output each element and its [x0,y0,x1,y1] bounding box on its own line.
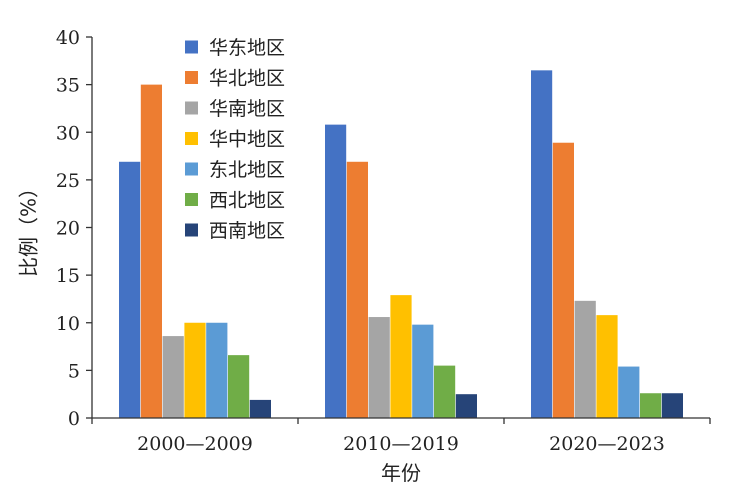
x-category-label: 2000—2009 [137,433,253,455]
legend-label: 华北地区 [209,68,285,90]
bar [618,366,640,418]
legend-label: 华南地区 [209,98,285,120]
bar [596,315,618,418]
bar [390,295,412,418]
y-axis-title: 比例（%） [17,178,41,277]
bars-group [119,70,683,419]
bar [184,322,206,418]
legend-swatch [185,101,198,115]
y-tick-label: 10 [56,313,80,335]
bar [119,161,141,418]
x-category-label: 2020—2023 [549,433,665,455]
legend-label: 华中地区 [209,129,285,151]
x-category-label: 2010—2019 [343,433,459,455]
bar [552,142,574,419]
bar [574,300,596,418]
bar [140,84,162,418]
x-axis-title: 年份 [381,461,421,485]
y-tick-label: 20 [56,218,80,240]
legend-label: 西北地区 [209,190,285,212]
y-tick-label: 0 [68,408,80,430]
y-ticks-group: 0 5 10 15 20 25 30 35 40 [56,27,92,430]
y-tick-label: 30 [56,122,80,144]
y-tick-label: 5 [68,360,80,382]
legend-swatch [185,193,198,206]
bar [162,336,184,418]
bar [346,161,368,418]
bar [325,124,347,418]
bar [412,324,434,418]
bar [206,322,228,418]
legend-swatch [185,71,198,84]
bar [228,355,250,418]
legend-swatch [185,132,198,145]
bar [531,70,553,419]
y-tick-label: 35 [56,75,80,97]
y-tick-label: 40 [56,27,80,49]
x-ticks-group: 2000—2009 2010—2019 2020—2023 [91,418,711,455]
legend-label: 华东地区 [209,37,285,59]
legend-swatch [185,223,198,237]
legend-swatch [185,162,198,176]
bar [455,394,477,418]
bar [368,317,390,418]
bar [640,393,662,418]
legend-label: 西南地区 [209,220,285,242]
bar [249,399,271,418]
bar [661,393,683,418]
legend-swatch [185,40,198,54]
legend-label: 东北地区 [209,159,285,181]
y-tick-label: 15 [56,265,80,287]
bar [434,365,456,418]
y-tick-label: 25 [56,170,80,192]
